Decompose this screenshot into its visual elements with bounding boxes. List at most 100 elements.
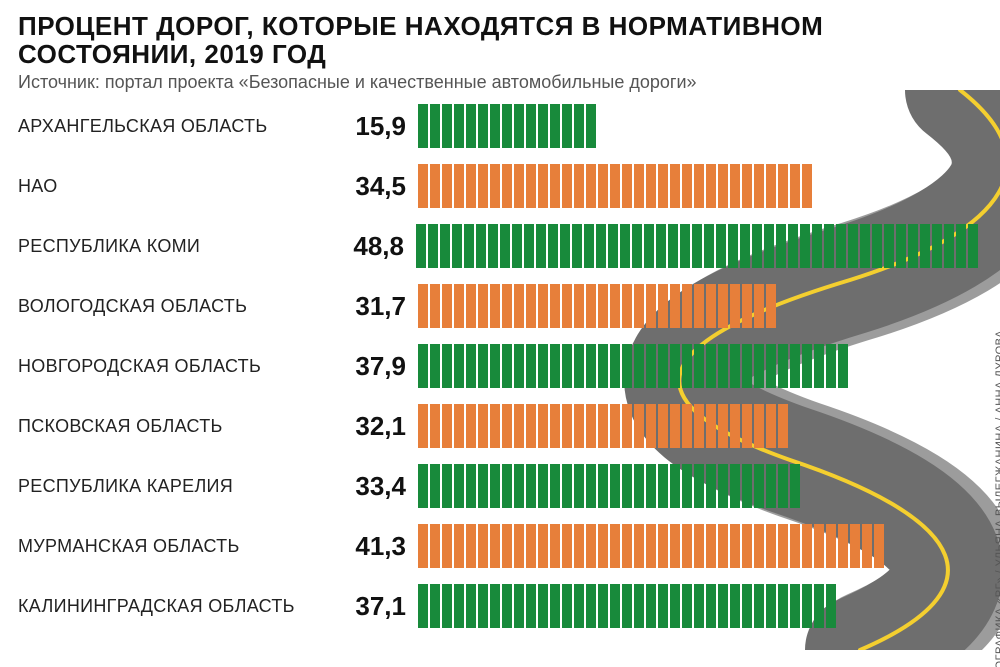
bar-segment	[622, 164, 632, 208]
bar-segment	[476, 224, 486, 268]
bar-segment	[790, 524, 800, 568]
bar-segment	[968, 224, 978, 268]
value-label: 41,3	[328, 531, 418, 562]
bar-segment	[850, 524, 860, 568]
bar-segment	[802, 164, 812, 208]
bar-segment	[622, 404, 632, 448]
bar-segment	[430, 464, 440, 508]
bar-segment	[634, 284, 644, 328]
bar-segment	[488, 224, 498, 268]
bar-segment	[956, 224, 966, 268]
bar-segment	[478, 464, 488, 508]
bar-segment	[670, 584, 680, 628]
bar-segment	[586, 584, 596, 628]
bar-segment	[538, 584, 548, 628]
value-label: 32,1	[328, 411, 418, 442]
bar-segment	[478, 284, 488, 328]
bar-segment	[502, 104, 512, 148]
bar-segment	[598, 464, 608, 508]
bar-segment	[814, 584, 824, 628]
bar-segment	[718, 524, 728, 568]
bar-segment	[658, 584, 668, 628]
bar-segment	[706, 464, 716, 508]
bar-segment	[550, 404, 560, 448]
bar-segment	[718, 164, 728, 208]
bar-segment	[442, 584, 452, 628]
bar-segment	[536, 224, 546, 268]
bar-segment	[596, 224, 606, 268]
bar-segment	[550, 464, 560, 508]
bar-segment	[526, 524, 536, 568]
bar-segment	[574, 104, 584, 148]
bar-segment	[512, 224, 522, 268]
bar-segment	[790, 584, 800, 628]
bar-segment	[658, 524, 668, 568]
bar-segment	[706, 524, 716, 568]
bar-segment	[574, 524, 584, 568]
bar-segment	[742, 344, 752, 388]
bar-segment	[562, 404, 572, 448]
bar-segment	[718, 344, 728, 388]
bar-segment	[682, 344, 692, 388]
bar-segment	[658, 404, 668, 448]
bar-segment	[682, 404, 692, 448]
bar-segment	[478, 164, 488, 208]
title-line-2: СОСТОЯНИИ, 2019 ГОД	[18, 39, 326, 69]
bar-segment	[560, 224, 570, 268]
bar-segment	[418, 524, 428, 568]
bar-segment	[706, 284, 716, 328]
bar-segment	[514, 464, 524, 508]
header: ПРОЦЕНТ ДОРОГ, КОТОРЫЕ НАХОДЯТСЯ В НОРМА…	[18, 12, 960, 93]
region-label: АРХАНГЕЛЬСКАЯ ОБЛАСТЬ	[18, 116, 328, 137]
bar-segment	[658, 284, 668, 328]
bar-segment	[538, 104, 548, 148]
bar	[418, 404, 978, 448]
bar-segment	[526, 404, 536, 448]
bar-segment	[728, 224, 738, 268]
bar-segment	[598, 584, 608, 628]
bar-segment	[538, 524, 548, 568]
bar	[416, 224, 978, 268]
bar-segment	[622, 344, 632, 388]
bar-segment	[670, 344, 680, 388]
bar-segment	[670, 524, 680, 568]
bar-segment	[610, 164, 620, 208]
bar-segment	[514, 584, 524, 628]
bar-segment	[742, 524, 752, 568]
bar-segment	[418, 344, 428, 388]
value-label: 15,9	[328, 111, 418, 142]
bar-segment	[586, 404, 596, 448]
bar-segment	[454, 104, 464, 148]
value-label: 37,1	[328, 591, 418, 622]
bar-segment	[466, 464, 476, 508]
bar-segment	[826, 344, 836, 388]
bar-segment	[706, 584, 716, 628]
bar-segment	[730, 464, 740, 508]
bar-segment	[490, 464, 500, 508]
bar-segment	[428, 224, 438, 268]
bar-segment	[550, 164, 560, 208]
bar-segment	[562, 464, 572, 508]
bar-segment	[838, 524, 848, 568]
bar-segment	[838, 344, 848, 388]
bar-segment	[418, 404, 428, 448]
bar-segment	[526, 584, 536, 628]
bar-segment	[790, 464, 800, 508]
bar-segment	[730, 524, 740, 568]
bar-segment	[430, 344, 440, 388]
bar-segment	[694, 464, 704, 508]
bar-segment	[466, 404, 476, 448]
bar-segment	[586, 284, 596, 328]
bar-segment	[574, 284, 584, 328]
bar-segment	[788, 224, 798, 268]
table-row: НОВГОРОДСКАЯ ОБЛАСТЬ37,9	[18, 336, 978, 396]
bar-segment	[694, 164, 704, 208]
bar-segment	[766, 524, 776, 568]
bar-segment	[502, 584, 512, 628]
bar-segment	[526, 344, 536, 388]
bar-segment	[766, 164, 776, 208]
bar-segment	[670, 404, 680, 448]
bar-segment	[778, 584, 788, 628]
bar-segment	[730, 164, 740, 208]
bar-segment	[466, 524, 476, 568]
